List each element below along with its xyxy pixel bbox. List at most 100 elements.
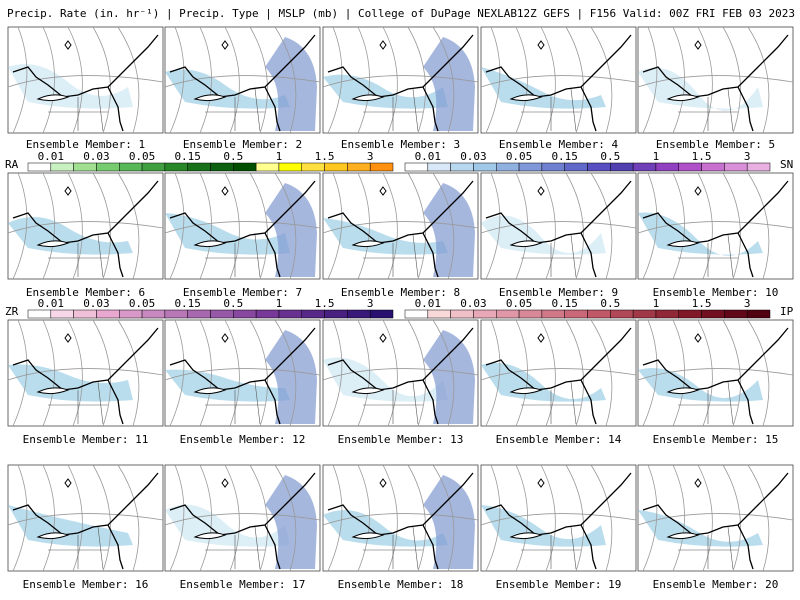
colorbar-tick-label: 0.03 xyxy=(83,297,110,310)
member-label: Ensemble Member: 11 xyxy=(23,433,149,446)
lake xyxy=(36,387,70,395)
isobar xyxy=(67,464,83,572)
lake xyxy=(666,94,700,102)
colorbar-cell xyxy=(187,309,211,319)
member-label: Ensemble Member: 19 xyxy=(496,578,622,591)
colorbar-cell xyxy=(210,309,234,319)
isobar xyxy=(224,319,240,427)
isobar xyxy=(327,464,343,572)
lake xyxy=(351,94,385,102)
isobar xyxy=(12,319,28,427)
member-label: Ensemble Member: 5 xyxy=(656,138,775,151)
precip-area xyxy=(423,475,475,569)
isobar xyxy=(540,172,556,280)
colorbar-cell xyxy=(587,162,611,172)
isobar xyxy=(722,464,741,572)
map-panel xyxy=(480,172,637,280)
colorbar-tick-label: 1.5 xyxy=(315,150,335,163)
colorbar-tick-label: 0.03 xyxy=(460,297,487,310)
colorbar-cell xyxy=(404,162,429,172)
isobar xyxy=(697,464,713,572)
map-panel xyxy=(322,26,479,134)
isobar xyxy=(480,221,637,234)
isobar xyxy=(540,464,556,572)
state-border xyxy=(48,234,108,278)
precip-area xyxy=(638,368,763,402)
isobar xyxy=(672,319,685,427)
colorbar-tick-label: 0.5 xyxy=(600,297,620,310)
colorbar-cell xyxy=(427,162,451,172)
pressure-center xyxy=(379,478,387,488)
member-label: Ensemble Member: 7 xyxy=(183,286,302,299)
map-panel xyxy=(637,172,794,280)
colorbar-cell xyxy=(564,309,588,319)
state-border xyxy=(205,88,265,132)
pressure-center xyxy=(379,40,387,50)
lake xyxy=(666,240,700,248)
colorbar-tick-label: 1.5 xyxy=(315,297,335,310)
lake xyxy=(351,387,385,395)
colorbar-cell xyxy=(724,309,748,319)
isobar xyxy=(249,172,268,280)
isobar xyxy=(42,464,55,572)
state-border xyxy=(48,88,108,132)
coastline xyxy=(580,86,597,132)
colorbar-cell xyxy=(450,309,474,319)
isobar xyxy=(407,464,426,572)
map-panel xyxy=(7,319,164,427)
colorbar-tick-label: 0.05 xyxy=(129,297,156,310)
colorbar-cell xyxy=(541,162,565,172)
colorbar-tick-label: 0.03 xyxy=(460,150,487,163)
colorbar-cell xyxy=(678,162,702,172)
pressure-center xyxy=(64,333,72,343)
precip-area xyxy=(423,37,475,131)
member-label: Ensemble Member: 15 xyxy=(653,433,779,446)
colorbar-tick-label: 0.05 xyxy=(506,297,533,310)
colorbar-cell xyxy=(724,162,748,172)
map-panel xyxy=(637,464,794,572)
colorbar-cell xyxy=(164,162,188,172)
colorbar-tick-label: 0.5 xyxy=(600,150,620,163)
pressure-center xyxy=(221,333,229,343)
isobar xyxy=(322,221,479,234)
isobar xyxy=(164,513,321,526)
isobar xyxy=(67,172,83,280)
colorbar-cell xyxy=(701,162,725,172)
colorbar-cell xyxy=(233,162,257,172)
coastline xyxy=(264,524,281,570)
coastline xyxy=(169,180,316,244)
coastline xyxy=(107,232,124,278)
isobar xyxy=(672,172,685,280)
map-panel xyxy=(480,464,637,572)
pressure-center xyxy=(221,478,229,488)
colorbar-cell xyxy=(119,162,143,172)
coastline xyxy=(12,34,159,98)
colorbar-cell xyxy=(210,162,234,172)
colorbar-cell xyxy=(278,309,302,319)
isobar xyxy=(642,172,658,280)
colorbar-cell xyxy=(404,309,429,319)
isobar xyxy=(637,368,794,381)
isobar xyxy=(407,172,426,280)
coastline xyxy=(107,379,124,425)
colorbar-tick-label: 0.5 xyxy=(223,150,243,163)
pressure-center xyxy=(64,40,72,50)
isobar xyxy=(12,26,28,134)
isobar xyxy=(164,221,321,234)
coastline xyxy=(642,327,789,391)
colorbar-tick-label: 1.5 xyxy=(692,150,712,163)
coastline xyxy=(642,180,789,244)
colorbar-cell xyxy=(324,309,348,319)
isobar xyxy=(637,221,794,234)
colorbar-cell xyxy=(701,309,725,319)
lake xyxy=(193,240,227,248)
coastline xyxy=(737,86,754,132)
member-label: Ensemble Member: 14 xyxy=(496,433,622,446)
lake xyxy=(193,532,227,540)
colorbar-label: SN xyxy=(780,158,793,171)
coastline xyxy=(580,232,597,278)
member-label: Ensemble Member: 2 xyxy=(183,138,302,151)
isobar xyxy=(642,26,658,134)
colorbar-tick-label: 0.01 xyxy=(38,150,65,163)
